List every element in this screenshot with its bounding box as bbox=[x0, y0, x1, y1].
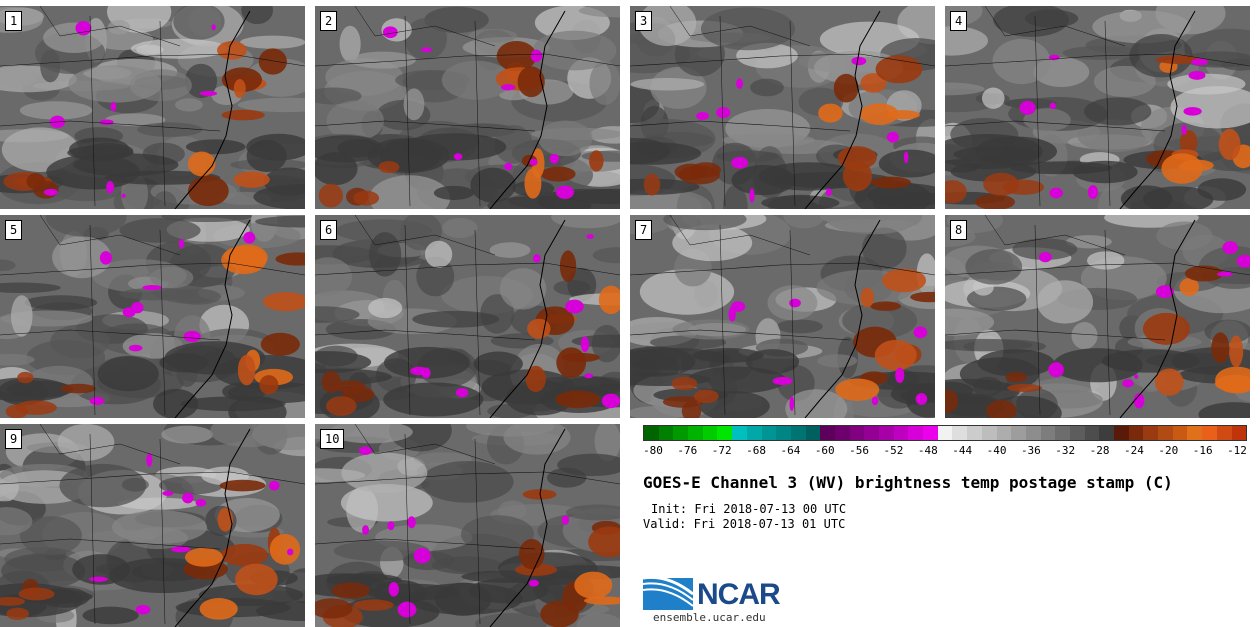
colorbar-segment bbox=[673, 426, 689, 440]
panel-5: 5 bbox=[0, 215, 305, 418]
colorbar-segment bbox=[1025, 426, 1041, 440]
map-field bbox=[0, 6, 305, 209]
colorbar-segment bbox=[937, 426, 953, 440]
colorbar-tick-label: -56 bbox=[849, 444, 870, 457]
colorbar-segment bbox=[776, 426, 791, 440]
map-field bbox=[315, 215, 620, 418]
colorbar-tick-label: -20 bbox=[1158, 444, 1179, 457]
panel-6: 6 bbox=[315, 215, 620, 418]
map-field bbox=[945, 6, 1250, 209]
colorbar-tick-label: -12 bbox=[1227, 444, 1247, 457]
colorbar-segment bbox=[702, 426, 718, 440]
colorbar-segment bbox=[1128, 426, 1144, 440]
colorbar-segment bbox=[688, 426, 703, 440]
colorbar-segment bbox=[1099, 426, 1114, 440]
panel-9: 9 bbox=[0, 424, 305, 627]
panel-1: 1 bbox=[0, 6, 305, 209]
panel-label: 5 bbox=[5, 220, 23, 240]
panel-4: 4 bbox=[945, 6, 1250, 209]
panel-label: 9 bbox=[5, 429, 23, 449]
colorbar-tick-label: -80 bbox=[643, 444, 663, 457]
colorbar-segment bbox=[790, 426, 806, 440]
colorbar-segment bbox=[658, 426, 674, 440]
panel-label: 4 bbox=[950, 11, 968, 31]
colorbar-tick-label: -76 bbox=[677, 444, 698, 457]
map-field bbox=[630, 6, 935, 209]
colorbar-segment bbox=[1069, 426, 1085, 440]
colorbar-segment bbox=[967, 426, 982, 440]
map-field bbox=[630, 215, 935, 418]
colorbar-tick-label: -40 bbox=[986, 444, 1007, 457]
panel-2: 2 bbox=[315, 6, 620, 209]
colorbar-segment bbox=[1158, 426, 1173, 440]
map-field bbox=[0, 424, 305, 627]
colorbar-segment bbox=[834, 426, 850, 440]
colorbar-ticks: -80 -76 -72 -68 -64 -60 -56 -52 -48 -44 -40 -36 -32-… bbox=[643, 444, 1247, 460]
colorbar-tick-label: -44 bbox=[952, 444, 973, 457]
map-field bbox=[0, 215, 305, 418]
map-field bbox=[315, 424, 620, 627]
map-field bbox=[945, 215, 1250, 418]
colorbar-segment bbox=[820, 426, 835, 440]
colorbar-tick-label: -48 bbox=[917, 444, 938, 457]
site-url: ensemble.ucar.edu bbox=[653, 611, 766, 624]
init-time: Init: Fri 2018-07-13 00 UTC bbox=[651, 502, 847, 516]
colorbar-segment bbox=[952, 426, 968, 440]
colorbar bbox=[643, 425, 1247, 441]
colorbar-segment bbox=[849, 426, 865, 440]
panel-7: 7 bbox=[630, 215, 935, 418]
colorbar-segment bbox=[1055, 426, 1070, 440]
colorbar-segment bbox=[805, 426, 821, 440]
colorbar-tick-label: -28 bbox=[1089, 444, 1110, 457]
colorbar-segment bbox=[1216, 426, 1232, 440]
panel-label: 1 bbox=[5, 11, 23, 31]
panel-3: 3 bbox=[630, 6, 935, 209]
ncar-logo-text: NCAR bbox=[697, 578, 781, 611]
colorbar-tick-label: -36 bbox=[1020, 444, 1041, 457]
colorbar-segment bbox=[761, 426, 777, 440]
panel-label: 3 bbox=[635, 11, 653, 31]
colorbar-segment bbox=[732, 426, 747, 440]
colorbar-segment bbox=[644, 426, 659, 440]
map-field bbox=[315, 6, 620, 209]
ncar-logo-icon bbox=[643, 575, 694, 610]
panel-label: 7 bbox=[635, 220, 653, 240]
colorbar-segment bbox=[1011, 426, 1026, 440]
colorbar-tick-label: -24 bbox=[1124, 444, 1144, 457]
colorbar-tick-label: -68 bbox=[746, 444, 766, 457]
colorbar-segment bbox=[1172, 426, 1188, 440]
colorbar-segment bbox=[1187, 426, 1203, 440]
colorbar-segment bbox=[996, 426, 1012, 440]
colorbar-segment bbox=[717, 426, 733, 440]
colorbar-tick-label: -60 bbox=[814, 444, 835, 457]
colorbar-segment bbox=[908, 426, 924, 440]
panel-label: 6 bbox=[320, 220, 338, 240]
colorbar-segment bbox=[1114, 426, 1129, 440]
colorbar-tick-label: -16 bbox=[1192, 444, 1213, 457]
colorbar-segment bbox=[981, 426, 997, 440]
panel-label: 8 bbox=[950, 220, 968, 240]
figure-title: GOES-E Channel 3 (WV) brightness temp po… bbox=[643, 473, 1173, 492]
colorbar-segment bbox=[1231, 426, 1247, 440]
colorbar-tick-label: -32 bbox=[1055, 444, 1076, 457]
colorbar-segment bbox=[893, 426, 909, 440]
colorbar-segment bbox=[746, 426, 762, 440]
colorbar-segment bbox=[879, 426, 894, 440]
colorbar-segment bbox=[923, 426, 938, 440]
colorbar-segment bbox=[1202, 426, 1217, 440]
panel-10: 10 bbox=[315, 424, 620, 627]
colorbar-tick-label: -52 bbox=[883, 444, 904, 457]
colorbar-tick-label: -72 bbox=[711, 444, 732, 457]
colorbar-segment bbox=[1084, 426, 1100, 440]
colorbar-segment bbox=[1143, 426, 1159, 440]
valid-time: Valid: Fri 2018-07-13 01 UTC bbox=[643, 517, 846, 531]
colorbar-segment bbox=[864, 426, 879, 440]
panel-8: 8 bbox=[945, 215, 1250, 418]
panel-label: 10 bbox=[320, 429, 345, 449]
panel-label: 2 bbox=[320, 11, 338, 31]
colorbar-segment bbox=[1040, 426, 1056, 440]
colorbar-tick-label: -64 bbox=[780, 444, 801, 457]
